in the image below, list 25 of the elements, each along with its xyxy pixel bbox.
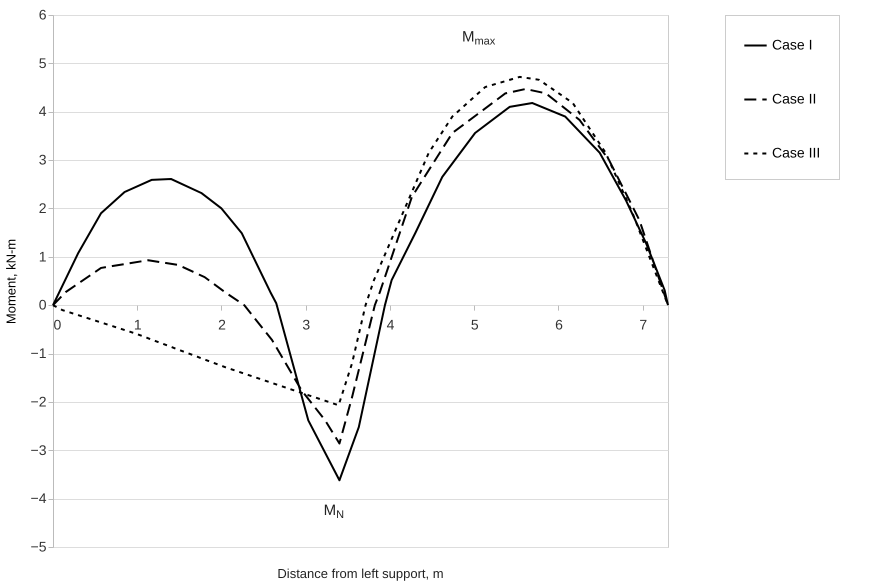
y-tick-label: 0 [38,296,47,313]
legend-label: Case II [772,90,816,106]
y-tick-label: −5 [30,538,47,554]
y-tick-label: 5 [38,54,47,71]
y-tick-label: −1 [30,345,47,362]
y-tick-label: 3 [38,152,47,168]
x-tick-label: 2 [218,316,226,333]
y-tick-label: 4 [38,103,47,120]
x-axis-title: Distance from left support, m [277,566,444,581]
x-tick-label: 6 [555,316,564,333]
y-tick-label: 6 [38,6,47,22]
x-tick-label: 3 [302,316,310,333]
y-tick-label: 2 [38,200,47,216]
x-tick-label: 4 [386,316,395,333]
x-tick-label: 1 [134,316,142,333]
y-tick-label: 1 [38,248,47,264]
y-tick-label: −2 [30,393,47,410]
x-tick-label: 0 [54,316,62,333]
y-tick-label: −4 [30,490,47,506]
x-tick-label: 7 [639,316,648,333]
legend-label: Case III [772,144,820,160]
x-tick-label: 5 [470,316,479,333]
y-axis-title: Moment, kN-m [4,238,19,324]
y-tick-label: −3 [30,442,47,458]
legend-label: Case I [772,36,812,52]
